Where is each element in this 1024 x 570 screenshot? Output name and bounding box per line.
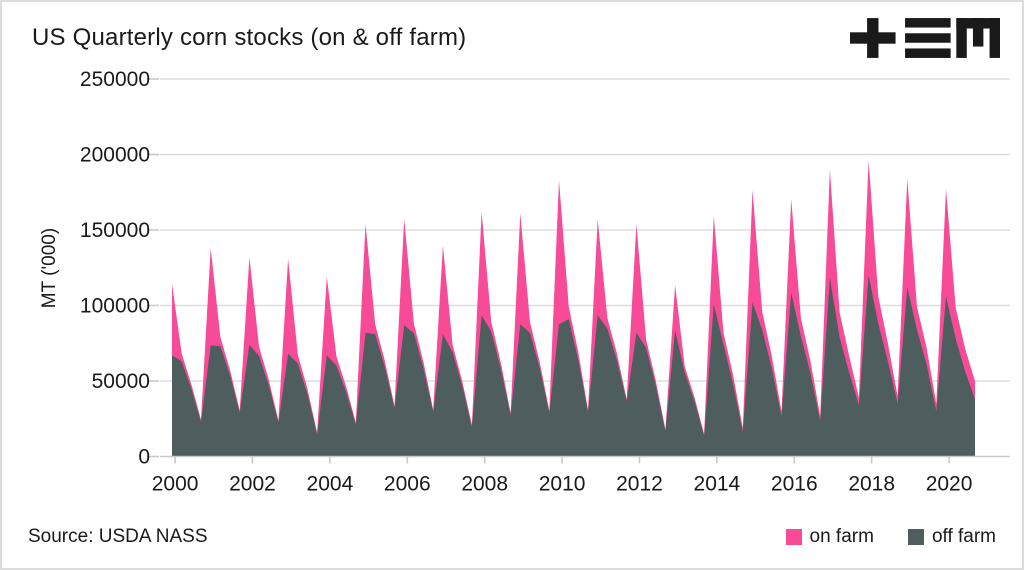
y-tick-label-0: 0	[138, 446, 150, 469]
y-tick-label-100000: 100000	[80, 295, 150, 318]
source-note: Source: USDA NASS	[28, 526, 208, 547]
x-tick-label-2002: 2002	[229, 473, 276, 496]
legend-item-off-farm: off farm	[907, 526, 996, 548]
triple-bar-icon	[905, 18, 951, 58]
y-tick-label-250000: 250000	[80, 68, 150, 91]
x-tick-label-2006: 2006	[384, 473, 431, 496]
off-farm-swatch-icon	[907, 529, 924, 545]
y-tick-label-50000: 50000	[92, 370, 150, 393]
x-tick-label-2018: 2018	[848, 473, 895, 496]
x-tick-label-2004: 2004	[307, 473, 354, 496]
plus-icon	[850, 18, 896, 58]
legend-item-on-farm: on farm	[785, 526, 874, 548]
m-icon	[956, 18, 1000, 58]
legend: on farm off farm	[785, 526, 996, 548]
page-title: US Quarterly corn stocks (on & off farm)	[32, 24, 467, 51]
x-tick-label-2012: 2012	[616, 473, 663, 496]
y-tick-label-200000: 200000	[80, 144, 150, 167]
x-tick-label-2000: 2000	[152, 473, 199, 496]
x-tick-label-2010: 2010	[539, 473, 586, 496]
x-tick-label-2016: 2016	[771, 473, 818, 496]
y-tick-label-150000: 150000	[80, 219, 150, 242]
tem-logo	[850, 18, 1000, 58]
legend-label-off-farm: off farm	[931, 526, 996, 547]
x-tick-label-2014: 2014	[694, 473, 741, 496]
on-farm-swatch-icon	[785, 529, 802, 545]
legend-label-on-farm: on farm	[809, 526, 874, 547]
off-farm-area	[172, 275, 975, 457]
x-tick-label-2020: 2020	[926, 473, 973, 496]
x-tick-label-2008: 2008	[461, 473, 508, 496]
